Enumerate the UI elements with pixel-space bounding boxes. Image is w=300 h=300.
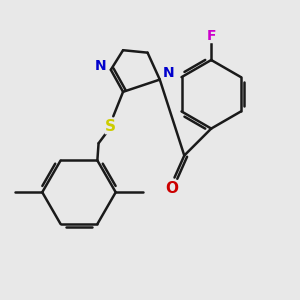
Text: F: F (206, 28, 216, 43)
Text: S: S (105, 118, 116, 134)
Text: O: O (166, 181, 178, 196)
Text: N: N (163, 67, 174, 80)
Text: N: N (95, 59, 107, 73)
